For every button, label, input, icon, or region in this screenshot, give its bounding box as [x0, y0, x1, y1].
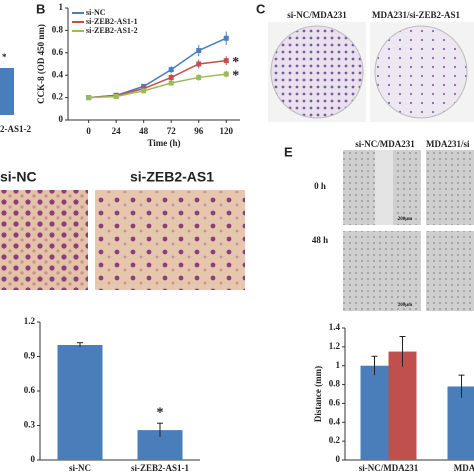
x-tick-label: 120 [219, 126, 233, 136]
y-tick-label: 0.8 [52, 24, 64, 34]
line [88, 59, 227, 99]
image-caption: si-NC/MDA231 [287, 10, 347, 20]
y-tick-label: 0 [336, 454, 341, 464]
y-tick-label: 1.2 [329, 341, 341, 351]
wound-image [343, 231, 421, 311]
y-tick-label: 0.4 [329, 416, 341, 426]
dish [270, 25, 364, 119]
y-tick-label: 1.2 [24, 316, 36, 326]
panel-label: C [256, 1, 266, 16]
point [113, 93, 119, 99]
y-tick-label: 0.2 [329, 435, 341, 445]
y-tick-label: 0.2 [52, 92, 64, 102]
wound-image [426, 150, 474, 225]
x-tick-label: MDA231/si [454, 463, 474, 473]
fragment-label: 2-AS1-2 [0, 124, 31, 134]
y-axis-label: CCK-8 (OD 450 nm) [36, 24, 46, 104]
y-tick-label: 0 [59, 114, 64, 124]
micrograph [0, 190, 88, 290]
point [168, 74, 174, 80]
wound-gap [375, 150, 393, 225]
bar [57, 345, 103, 460]
fragment-bar [0, 68, 14, 115]
fragment-asterisk: * [2, 52, 7, 62]
y-tick-label: 1 [336, 360, 341, 370]
legend-label: si-ZEB2-AS1-2 [86, 26, 138, 35]
y-tick-label: 0.6 [52, 47, 64, 57]
y-tick-label: 0.3 [24, 420, 36, 430]
x-axis-label: Time (h) [147, 138, 180, 148]
point [223, 71, 229, 77]
point [196, 74, 202, 80]
y-tick-label: 0.6 [24, 385, 36, 395]
line [88, 37, 227, 99]
y-tick-label: 0.4 [52, 69, 64, 79]
x-tick-label: 96 [194, 126, 204, 136]
y-tick-label: 0.9 [24, 351, 36, 361]
annotation: * [232, 55, 239, 70]
x-tick-label: 24 [112, 126, 122, 136]
line [88, 73, 227, 99]
y-tick-label: 0.6 [329, 397, 341, 407]
wound-image [426, 231, 474, 311]
image-caption: si-ZEB2-AS1 [130, 169, 214, 185]
bar [388, 351, 417, 460]
x-tick-label: 0 [86, 126, 91, 136]
y-tick-label: 1.4 [329, 322, 341, 332]
row-label: 48 h [312, 235, 328, 245]
image-caption: MDA231/si-ZEB2-AS1 [372, 10, 461, 20]
bar [447, 386, 474, 460]
point [223, 58, 229, 64]
row-label: 0 h [314, 181, 326, 191]
x-tick-label: si-ZEB2-AS1-1 [131, 463, 190, 473]
legend-label: si-ZEB2-AS1-1 [86, 17, 138, 26]
point [196, 61, 202, 67]
point [168, 67, 174, 73]
point [141, 88, 147, 94]
point [196, 48, 202, 54]
y-tick-label: 0.8 [329, 379, 341, 389]
scale-bar-label: 200μm [398, 303, 413, 308]
point [223, 35, 229, 41]
micrograph [95, 190, 245, 290]
y-tick-label: 0 [31, 454, 36, 464]
point [168, 80, 174, 86]
image-caption: MDA231/si [426, 139, 470, 149]
point [86, 95, 92, 101]
panel-label: B [36, 1, 45, 16]
image-caption: si-NC/MDA231 [355, 139, 415, 149]
y-tick-label: 1 [59, 2, 64, 12]
scale-bar-label: 200μm [398, 217, 413, 222]
x-tick-label: si-NC/MDA231 [359, 463, 419, 473]
x-tick-label: 48 [139, 126, 149, 136]
image-caption: si-NC [0, 169, 37, 185]
x-tick-label: 72 [167, 126, 177, 136]
legend-label: si-NC [86, 8, 106, 17]
bar [360, 365, 389, 460]
dish [374, 25, 468, 119]
y-axis-label: Distance (mm) [313, 366, 323, 422]
x-tick-label: si-NC [69, 463, 91, 473]
panel-label: E [284, 144, 293, 159]
annotation: * [232, 68, 239, 83]
annotation: * [157, 405, 164, 420]
